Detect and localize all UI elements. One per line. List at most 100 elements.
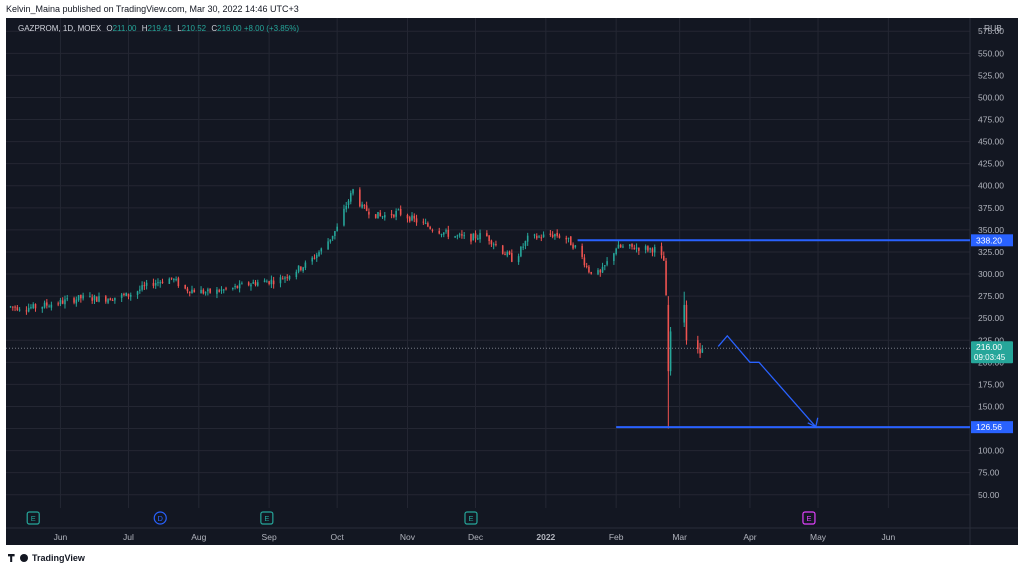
candle-body: [225, 288, 227, 290]
candle-body: [504, 254, 506, 256]
candle-body: [98, 296, 100, 302]
candle-body: [288, 275, 291, 280]
event-marker-dividend: [153, 511, 167, 525]
candle-body: [329, 239, 332, 242]
candle-body: [597, 270, 599, 275]
candle-body: [66, 298, 69, 300]
candle-body: [542, 234, 545, 238]
candle-body: [526, 235, 529, 242]
candle-body: [250, 284, 252, 287]
candle-body: [488, 235, 490, 241]
grid-lines: [6, 18, 970, 508]
tradingview-logo[interactable]: TradingView: [8, 552, 85, 564]
chart-frame[interactable]: 50.0075.00100.00125.00150.00175.00200.00…: [6, 18, 1018, 545]
candle-body: [463, 235, 465, 237]
candle-body: [379, 212, 382, 217]
y-tick-label: 500.00: [978, 92, 1004, 102]
candle-body: [427, 223, 429, 227]
candle-body: [628, 244, 631, 247]
x-tick-label: May: [810, 532, 827, 542]
tradingview-logo-dot-icon: [20, 554, 28, 562]
candle-body: [143, 285, 146, 287]
candle-body: [202, 289, 205, 294]
candle-body: [365, 205, 368, 211]
candle-body: [347, 200, 350, 206]
x-tick-label: Mar: [672, 532, 687, 542]
published-text: Kelvin_Maina published on TradingView.co…: [6, 4, 299, 14]
candle-body: [667, 304, 670, 372]
candle-body: [109, 298, 112, 301]
x-tick-label: Dec: [468, 532, 484, 542]
candle-body: [558, 235, 561, 238]
candle-body: [12, 306, 14, 308]
candle-body: [456, 235, 459, 237]
candle-body: [440, 234, 443, 236]
candle-body: [413, 215, 416, 219]
candle-body: [647, 246, 649, 251]
candle-body: [34, 304, 37, 309]
candle-body: [82, 295, 84, 299]
high-value: 219.41: [147, 24, 172, 33]
candle-body: [93, 295, 96, 301]
candle-body: [590, 271, 592, 274]
change-value: +8.00 (+3.85%): [243, 24, 299, 33]
x-tick-label: Jun: [881, 532, 895, 542]
candle-body: [524, 241, 527, 246]
candle-body: [125, 292, 128, 297]
candle-body: [107, 299, 109, 303]
event-marker-earnings: [464, 511, 478, 525]
footer-bar: TradingView: [0, 545, 1024, 569]
ohlc-legend: GAZPROM, 1D, MOEX O211.00 H219.41 L210.5…: [18, 24, 299, 33]
current-price-tag: [971, 341, 1013, 364]
projection-arrow-head: [807, 417, 819, 428]
candle-body: [701, 348, 704, 353]
open-label: O: [106, 24, 113, 33]
tradingview-logo-icon: [8, 554, 15, 562]
candle-body: [129, 294, 132, 297]
candle-body: [61, 300, 64, 304]
candle-body: [254, 282, 257, 286]
candle-body: [393, 214, 395, 217]
low-label: L: [177, 24, 182, 33]
candle-body: [59, 299, 62, 305]
candle-body: [374, 214, 377, 218]
candle-body: [397, 209, 400, 211]
symbol-label: GAZPROM, 1D, MOEX: [18, 24, 102, 33]
candle-body: [458, 234, 461, 236]
candle-body: [486, 233, 488, 237]
candle-body: [95, 296, 98, 302]
candle-body: [697, 340, 699, 350]
candle-body: [506, 251, 509, 256]
level-price-tag: [971, 421, 1013, 434]
candle-body: [461, 234, 463, 236]
candle-body: [429, 226, 431, 229]
candle-body: [361, 204, 363, 208]
candle-body: [653, 247, 656, 253]
y-tick-label: 50.00: [978, 490, 1000, 500]
y-tick-label: 525.00: [978, 70, 1004, 80]
candle-body: [152, 282, 155, 286]
candle-body: [511, 253, 513, 262]
candle-body: [638, 247, 640, 251]
price-chart-svg[interactable]: 50.0075.00100.00125.00150.00175.00200.00…: [6, 18, 1018, 545]
candle-body: [184, 284, 186, 289]
candle-body: [75, 299, 78, 304]
countdown-label: 09:03:45: [974, 353, 1006, 362]
low-value: 210.52: [181, 24, 207, 33]
candle-body: [320, 248, 323, 252]
candle-body: [359, 189, 361, 207]
candle-body: [46, 302, 48, 306]
candle-body: [651, 248, 654, 253]
candle-body: [556, 232, 558, 236]
candle-body: [50, 304, 53, 308]
candle-body: [635, 247, 638, 249]
candle-body: [300, 266, 302, 270]
candle-body: [517, 256, 520, 263]
x-tick-label: Nov: [400, 532, 416, 542]
candle-body: [445, 230, 447, 232]
candle-body: [665, 260, 667, 296]
level-price-tag: [971, 234, 1013, 247]
candle-body: [120, 294, 123, 298]
candle-body: [80, 294, 82, 299]
candle-body: [279, 277, 282, 284]
